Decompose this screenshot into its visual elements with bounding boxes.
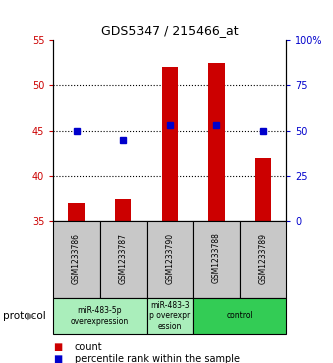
- Bar: [69, 203, 85, 221]
- Text: miR-483-3
p overexpr
ession: miR-483-3 p overexpr ession: [149, 301, 190, 331]
- Bar: [240, 221, 286, 298]
- Text: ■: ■: [53, 354, 63, 363]
- Text: ▶: ▶: [27, 311, 35, 321]
- Bar: [208, 62, 225, 221]
- Bar: [147, 298, 193, 334]
- Bar: [147, 221, 193, 298]
- Text: protocol: protocol: [3, 311, 46, 321]
- Text: GSM1233789: GSM1233789: [258, 233, 268, 284]
- Text: GSM1233787: GSM1233787: [119, 233, 128, 284]
- Text: miR-483-5p
overexpression: miR-483-5p overexpression: [71, 306, 129, 326]
- Bar: [100, 221, 147, 298]
- Bar: [193, 298, 286, 334]
- Bar: [53, 221, 100, 298]
- Bar: [53, 298, 147, 334]
- Text: GSM1233788: GSM1233788: [212, 233, 221, 284]
- Bar: [193, 221, 240, 298]
- Bar: [255, 158, 271, 221]
- Text: count: count: [75, 342, 103, 352]
- Text: ■: ■: [53, 342, 63, 352]
- Text: control: control: [226, 311, 253, 320]
- Text: GSM1233790: GSM1233790: [165, 232, 174, 284]
- Title: GDS5347 / 215466_at: GDS5347 / 215466_at: [101, 24, 239, 37]
- Bar: [162, 67, 178, 221]
- Bar: [115, 199, 131, 221]
- Text: GSM1233786: GSM1233786: [72, 233, 81, 284]
- Text: percentile rank within the sample: percentile rank within the sample: [75, 354, 240, 363]
